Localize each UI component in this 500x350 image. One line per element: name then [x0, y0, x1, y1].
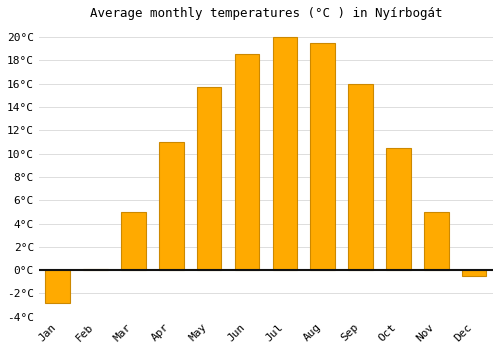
Bar: [272, 37, 297, 270]
Bar: [84, 269, 108, 270]
Bar: [424, 212, 448, 270]
Bar: [348, 84, 373, 270]
Bar: [386, 148, 410, 270]
Bar: [234, 55, 260, 270]
Bar: [159, 142, 184, 270]
Bar: [462, 270, 486, 276]
Bar: [121, 212, 146, 270]
Bar: [46, 270, 70, 303]
Title: Average monthly temperatures (°C ) in Nyírbogát: Average monthly temperatures (°C ) in Ny…: [90, 7, 442, 20]
Bar: [310, 43, 335, 270]
Bar: [197, 87, 222, 270]
